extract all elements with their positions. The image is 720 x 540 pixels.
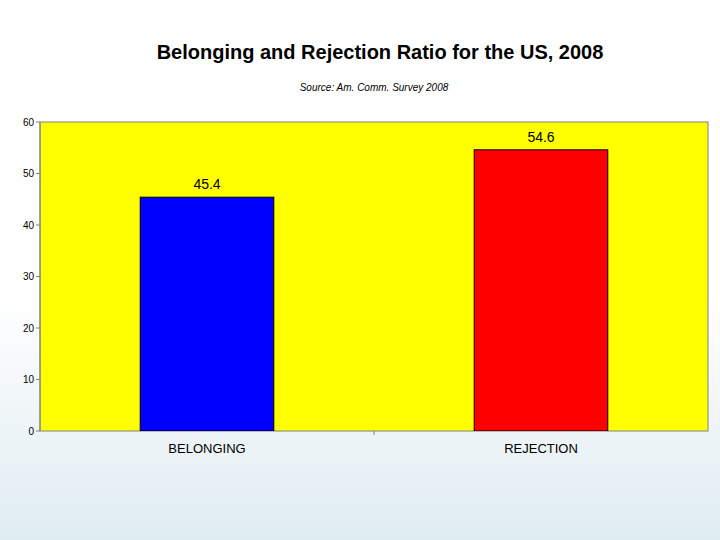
y-tick-label: 40 bbox=[23, 220, 35, 231]
y-tick-label: 30 bbox=[23, 271, 35, 282]
y-tick bbox=[36, 328, 40, 329]
y-tick bbox=[36, 173, 40, 174]
y-tick-label: 0 bbox=[28, 426, 34, 437]
title: Belonging and Rejection Ratio for the US… bbox=[157, 41, 604, 63]
chart: Belonging and Rejection Ratio for the US… bbox=[0, 0, 720, 540]
bars bbox=[140, 150, 608, 431]
y-tick-label: 60 bbox=[23, 117, 35, 128]
subtitle: Source: Am. Comm. Survey 2008 bbox=[300, 82, 449, 93]
plot-area bbox=[40, 122, 708, 431]
y-tick-label: 20 bbox=[23, 323, 35, 334]
y-tick bbox=[36, 122, 40, 123]
bar bbox=[140, 197, 274, 431]
data-label: 45.4 bbox=[193, 176, 220, 192]
y-tick-label: 10 bbox=[23, 374, 35, 385]
y-tick bbox=[36, 379, 40, 380]
bar bbox=[474, 150, 608, 431]
x-tick-label: REJECTION bbox=[504, 441, 578, 456]
x-tick bbox=[374, 431, 375, 435]
y-tick bbox=[36, 225, 40, 226]
y-tick bbox=[36, 431, 40, 432]
x-tick-label: BELONGING bbox=[168, 441, 245, 456]
y-tick-label: 50 bbox=[23, 168, 35, 179]
y-axis bbox=[40, 122, 41, 431]
y-tick bbox=[36, 276, 40, 277]
data-label: 54.6 bbox=[527, 129, 554, 145]
